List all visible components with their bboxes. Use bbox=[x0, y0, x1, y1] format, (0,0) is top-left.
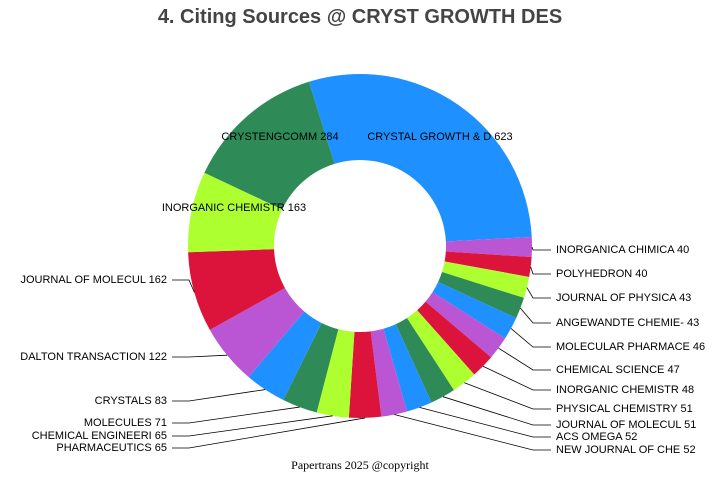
slice-inorganica-chimica-1 bbox=[445, 236, 532, 258]
slice-journal-of-molecul-17 bbox=[188, 249, 285, 330]
leader-pharmaceutics-12 bbox=[172, 417, 366, 449]
slice-pharmaceutics-12 bbox=[348, 331, 382, 418]
leader-new-journal-of-che-11 bbox=[394, 414, 551, 451]
slice-angewandte-chemie-4 bbox=[438, 271, 524, 319]
leader-polyhedron-2 bbox=[530, 266, 551, 275]
slice-new-journal-of-che-11 bbox=[370, 328, 407, 417]
slice-crystals-15 bbox=[248, 311, 322, 400]
label-inorganic-chemistr-18: INORGANIC CHEMISTR 163 bbox=[162, 202, 306, 214]
slice-crystal-growth-d-0 bbox=[308, 74, 532, 242]
slice-polyhedron-2 bbox=[444, 251, 532, 277]
leader-journal-of-physica-3 bbox=[526, 287, 551, 299]
label-journal-of-molecul-9: JOURNAL OF MOLECUL 51 bbox=[556, 419, 696, 431]
leader-journal-of-molecul-17 bbox=[172, 279, 195, 293]
copyright-footer: Papertrans 2025 @copyright bbox=[291, 458, 429, 472]
label-acs-omega-10: ACS OMEGA 52 bbox=[556, 431, 637, 443]
label-physical-chemistry-8: PHYSICAL CHEMISTRY 51 bbox=[556, 403, 693, 415]
label-journal-of-molecul-17: JOURNAL OF MOLECUL 162 bbox=[20, 274, 167, 286]
leader-molecular-pharmace-5 bbox=[510, 328, 551, 348]
slice-physical-chemistry-8 bbox=[406, 310, 475, 391]
slice-acs-omega-10 bbox=[383, 324, 432, 412]
leader-journal-of-molecul-9 bbox=[442, 396, 551, 426]
slice-inorganic-chemistr-18 bbox=[188, 172, 283, 253]
slice-chemical-engineeri-13 bbox=[316, 329, 355, 418]
leader-angewandte-chemie-4 bbox=[520, 307, 551, 324]
label-new-journal-of-che-11: NEW JOURNAL OF CHE 52 bbox=[556, 444, 696, 456]
label-polyhedron-2: POLYHEDRON 40 bbox=[556, 268, 648, 280]
leader-inorganica-chimica-1 bbox=[531, 246, 551, 251]
slice-dalton-transaction-16 bbox=[209, 287, 305, 378]
label-molecules-14: MOLECULES 71 bbox=[84, 417, 167, 429]
label-crystal-growth-d-0: CRYSTAL GROWTH & D 623 bbox=[367, 131, 512, 143]
leader-chemical-science-6 bbox=[498, 347, 551, 371]
label-chemical-engineeri-13: CHEMICAL ENGINEERI 65 bbox=[32, 430, 167, 442]
label-crystengcomm-19: CRYSTENGCOMM 284 bbox=[221, 131, 338, 143]
label-dalton-transaction-16: DALTON TRANSACTION 122 bbox=[20, 351, 167, 363]
label-molecular-pharmace-5: MOLECULAR PHARMACE 46 bbox=[556, 341, 705, 353]
label-inorganica-chimica-1: INORGANICA CHIMICA 40 bbox=[556, 244, 689, 256]
slice-crystengcomm-19 bbox=[204, 81, 335, 210]
label-angewandte-chemie-4: ANGEWANDTE CHEMIE- 43 bbox=[556, 317, 699, 329]
leader-lines bbox=[172, 246, 551, 451]
leader-physical-chemistry-8 bbox=[464, 382, 551, 410]
leader-crystals-15 bbox=[172, 389, 266, 402]
slice-molecules-14 bbox=[283, 322, 339, 413]
slice-chemical-science-6 bbox=[425, 292, 506, 358]
leader-acs-omega-10 bbox=[419, 407, 551, 438]
slice-journal-of-physica-3 bbox=[441, 261, 530, 298]
label-crystals-15: CRYSTALS 83 bbox=[95, 395, 167, 407]
leader-inorganic-chemistr-7 bbox=[482, 365, 551, 391]
leader-dalton-transaction-16 bbox=[172, 354, 228, 358]
label-pharmaceutics-12: PHARMACEUTICS 65 bbox=[56, 442, 167, 454]
leader-molecules-14 bbox=[172, 406, 300, 424]
slice-molecular-pharmace-5 bbox=[432, 282, 517, 339]
slice-journal-of-molecul-9 bbox=[395, 318, 454, 403]
leader-chemical-engineeri-13 bbox=[172, 415, 333, 437]
slice-labels: CRYSTAL GROWTH & D 623 INORGANICA CHIMICA… bbox=[20, 131, 705, 456]
donut-slices bbox=[188, 74, 532, 418]
label-inorganic-chemistr-7: INORGANIC CHEMISTR 48 bbox=[556, 384, 694, 396]
label-chemical-science-6: CHEMICAL SCIENCE 47 bbox=[556, 364, 680, 376]
slice-inorganic-chemistr-7 bbox=[417, 301, 492, 375]
chart-title: 4. Citing Sources @ CRYST GROWTH DES bbox=[157, 6, 563, 28]
label-journal-of-physica-3: JOURNAL OF PHYSICA 43 bbox=[556, 292, 691, 304]
